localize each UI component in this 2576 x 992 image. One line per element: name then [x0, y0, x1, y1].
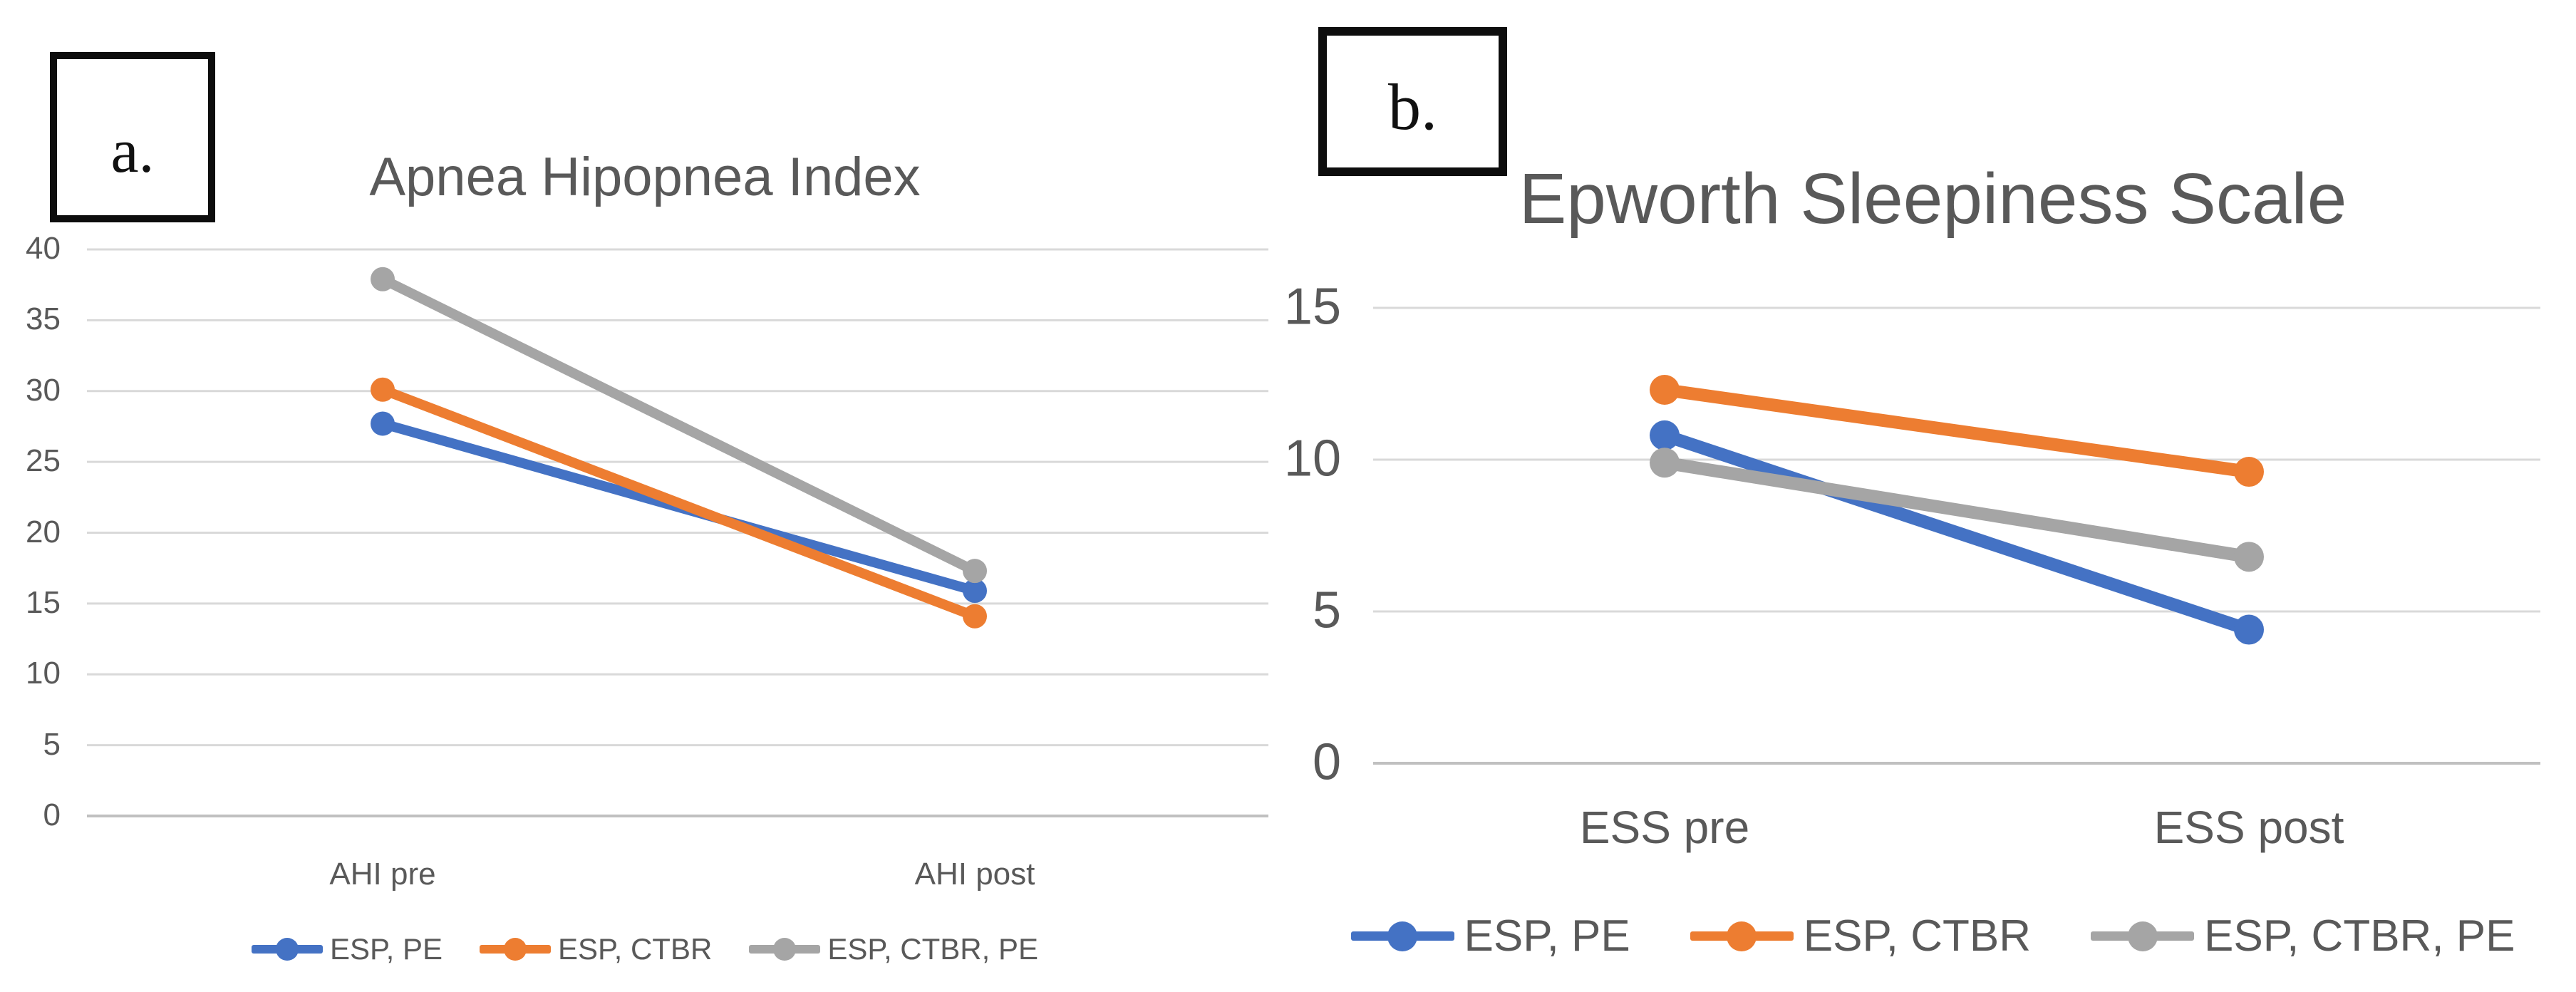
legend-line-marker-icon: [749, 938, 821, 961]
ess-line-ESP, CTBR, PE: [1658, 456, 2255, 564]
ess-legend: ESP, PE ESP, CTBR ESP, CTBR, PE: [1290, 911, 2576, 961]
ess-line-ESP, CTBR: [1658, 383, 2255, 479]
legend-label: ESP, CTBR, PE: [827, 932, 1038, 966]
ahi-ytick-5: 5: [43, 726, 61, 762]
legend-line-marker-icon: [1690, 921, 1794, 951]
panel-letter-a: a.: [110, 117, 155, 186]
ahi-ytick-30: 30: [26, 372, 61, 408]
ahi-chart-title: Apnea Hipopnea Index: [369, 147, 921, 207]
ess-ytick-15: 15: [1283, 278, 1341, 336]
ess-xlabel-ESS pre: ESS pre: [1579, 802, 1750, 853]
legend-line-marker-icon: [2091, 921, 2195, 951]
legend-line-marker-icon: [252, 938, 324, 961]
ess-ytick-5: 5: [1312, 582, 1341, 639]
legend-dot-icon: [504, 938, 527, 961]
ess-ytick-10: 10: [1283, 430, 1341, 487]
legend-dot-icon: [1727, 921, 1757, 951]
legend-dot-icon: [2127, 921, 2158, 951]
ess-marker-ESP, PE-ESS post: [2234, 614, 2264, 645]
ess-marker-ESP, CTBR, PE-ESS post: [2234, 542, 2264, 572]
ess-chart-title: Epworth Sleepiness Scale: [1519, 159, 2347, 239]
ess-legend-item-ESP, CTBR, PE: ESP, CTBR, PE: [2091, 911, 2515, 961]
ahi-xlabel-AHI pre: AHI pre: [329, 857, 436, 892]
legend-dot-icon: [773, 938, 797, 961]
ahi-ytick-35: 35: [26, 301, 61, 337]
panel-letter-box-b: b.: [1318, 27, 1507, 176]
ahi-marker-ESP, PE-AHI pre: [371, 411, 395, 436]
ess-xlabel-ESS post: ESS post: [2153, 802, 2344, 853]
ahi-marker-ESP, PE-AHI post: [963, 578, 987, 603]
ahi-ytick-15: 15: [26, 584, 61, 620]
panel-letter-b: b.: [1388, 70, 1437, 143]
legend-label: ESP, CTBR, PE: [2204, 911, 2515, 961]
ahi-marker-ESP, CTBR, PE-AHI post: [963, 559, 987, 584]
ess-marker-ESP, CTBR, PE-ESS pre: [1650, 448, 1680, 478]
legend-line-marker-icon: [480, 938, 552, 961]
ahi-ytick-20: 20: [26, 514, 61, 549]
ess-marker-ESP, PE-ESS pre: [1650, 420, 1680, 450]
legend-label: ESP, PE: [1464, 911, 1630, 961]
ess-marker-ESP, CTBR-ESS pre: [1650, 375, 1680, 405]
ahi-marker-ESP, CTBR-AHI pre: [371, 377, 395, 402]
ess-line-ESP, PE: [1658, 428, 2255, 636]
legend-dot-icon: [276, 938, 299, 961]
ahi-legend-item-ESP, CTBR, PE: ESP, CTBR, PE: [749, 932, 1038, 966]
ahi-xlabel-AHI post: AHI post: [914, 857, 1035, 892]
chart-panel-a: a. Apnea Hipopnea Index ESP, PE ESP, CTBR…: [0, 52, 1290, 966]
ahi-marker-ESP, CTBR-AHI post: [963, 604, 987, 629]
ess-legend-item-ESP, CTBR: ESP, CTBR: [1690, 911, 2031, 961]
ess-legend-item-ESP, PE: ESP, PE: [1350, 911, 1630, 961]
ahi-plot-area: [87, 248, 1268, 817]
ahi-legend-item-ESP, CTBR: ESP, CTBR: [480, 932, 712, 966]
legend-label: ESP, CTBR: [558, 932, 713, 966]
ahi-line-ESP, CTBR: [378, 384, 980, 621]
ess-marker-ESP, CTBR-ESS post: [2234, 457, 2264, 487]
ahi-legend-item-ESP, PE: ESP, PE: [252, 932, 443, 966]
ahi-ytick-40: 40: [26, 231, 61, 266]
legend-label: ESP, PE: [330, 932, 443, 966]
ahi-marker-ESP, CTBR, PE-AHI pre: [371, 267, 395, 291]
ess-ytick-0: 0: [1312, 733, 1341, 791]
chart-panel-b: b. Epworth Sleepiness Scale ESP, PE ESP, …: [1284, 0, 2576, 992]
ahi-ytick-25: 25: [26, 443, 61, 479]
ess-plot-area: [1373, 306, 2540, 765]
ahi-legend: ESP, PE ESP, CTBR ESP, CTBR, PE: [0, 932, 1290, 966]
legend-line-marker-icon: [1350, 921, 1454, 951]
ahi-line-ESP, CTBR, PE: [378, 274, 980, 577]
panel-letter-box-a: a.: [50, 52, 215, 222]
ahi-ytick-10: 10: [26, 656, 61, 691]
ahi-ytick-0: 0: [43, 797, 61, 832]
legend-dot-icon: [1387, 921, 1417, 951]
legend-label: ESP, CTBR: [1803, 911, 2032, 961]
